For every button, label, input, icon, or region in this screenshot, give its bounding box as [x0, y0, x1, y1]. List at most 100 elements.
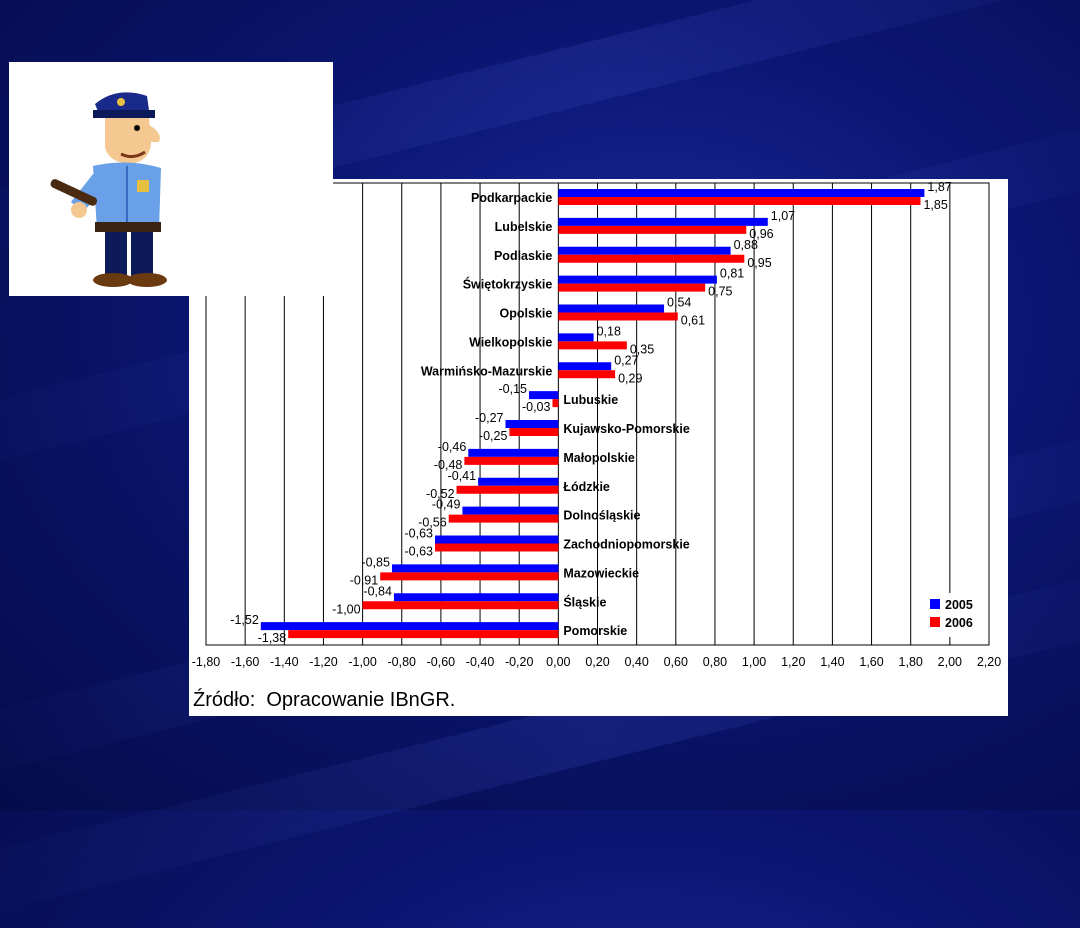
category-label: Lubelskie [495, 220, 553, 234]
bar-2005 [528, 391, 559, 400]
bar-2005 [558, 217, 768, 226]
x-tick-label: 1,60 [859, 655, 883, 669]
data-label: -0,56 [418, 516, 447, 530]
bar-2006 [558, 254, 745, 263]
chart-panel: -1,80 -1,60 -1,40 -1,20 -1,00 -0,80 -0,60 -0,40… [189, 179, 1008, 716]
bar-2006 [288, 630, 559, 639]
bar-2006 [362, 601, 559, 610]
data-label: 0,29 [618, 371, 642, 385]
bar-2006 [558, 283, 706, 292]
data-label: -0,15 [498, 382, 527, 396]
data-label: 0,54 [667, 296, 691, 310]
policeman-clipart [9, 62, 333, 296]
bar-2006 [558, 197, 921, 205]
data-label: -0,03 [522, 400, 551, 414]
bar-2005 [505, 420, 559, 428]
data-label: -0,41 [448, 469, 477, 483]
bar-2006 [558, 225, 747, 234]
data-label: -0,91 [350, 573, 379, 587]
category-label: Mazowieckie [563, 566, 639, 580]
bar-2006 [380, 572, 559, 581]
x-tick-label: 0,40 [624, 655, 648, 669]
category-label: Opolskie [500, 307, 553, 321]
data-label: -0,63 [405, 545, 434, 559]
x-tick-label: 2,20 [977, 655, 1001, 669]
data-label: 1,07 [771, 209, 795, 223]
bar-2005 [462, 506, 559, 515]
bar-2005 [558, 275, 717, 284]
data-label: -0,63 [405, 527, 434, 541]
x-tick-label: -1,40 [270, 655, 299, 669]
x-tick-label: -1,60 [231, 655, 260, 669]
bar-2006 [435, 543, 559, 552]
source-note: Źródło: Opracowanie IBnGR. [193, 689, 456, 711]
data-label: -0,48 [434, 458, 463, 472]
data-label: 0,88 [734, 238, 758, 252]
bar-2005 [558, 333, 594, 342]
category-label: Wielkopolskie [469, 335, 552, 349]
bar-2006 [558, 312, 678, 321]
category-label: Podkarpackie [471, 191, 552, 205]
x-tick-label: 2,00 [938, 655, 962, 669]
bar-2006 [552, 399, 559, 408]
x-tick-label: 0,00 [546, 655, 570, 669]
x-tick-label: 0,60 [664, 655, 688, 669]
bar-2005 [478, 477, 559, 486]
data-label: -1,38 [258, 631, 287, 645]
plot-border [205, 182, 990, 646]
category-label: Małopolskie [563, 451, 635, 465]
data-label: 0,35 [630, 342, 654, 356]
data-label: 0,27 [614, 353, 638, 367]
x-tick-label: -0,20 [505, 655, 534, 669]
data-label: -0,52 [426, 487, 455, 501]
data-label: -0,49 [432, 498, 461, 512]
bar-2006 [456, 485, 559, 494]
legend-swatch-2006 [930, 617, 940, 627]
bar-2005 [393, 593, 559, 602]
data-label: 1,85 [923, 198, 947, 212]
bar-2006 [509, 428, 559, 436]
x-tick-label: 1,20 [781, 655, 805, 669]
data-label: -0,46 [438, 440, 467, 454]
legend-label-2006: 2006 [945, 616, 973, 630]
bar-chart: -1,80 -1,60 -1,40 -1,20 -1,00 -0,80 -0,60 -0,40… [192, 180, 1001, 669]
x-tick-label: 1,40 [820, 655, 844, 669]
bar-2006 [558, 370, 616, 379]
data-label: -0,84 [363, 584, 392, 598]
x-tick-label: -0,60 [427, 655, 456, 669]
x-tick-label: -1,20 [309, 655, 338, 669]
x-tick-label: 0,20 [585, 655, 609, 669]
category-label: Śląskie [563, 594, 606, 609]
bar-2005 [260, 622, 559, 631]
x-tick-label: -0,40 [466, 655, 495, 669]
x-tick-label: -0,80 [388, 655, 417, 669]
category-label: Warmińsko-Mazurskie [421, 364, 553, 378]
category-label: Lubuskie [563, 393, 618, 407]
data-label: 0,75 [708, 285, 732, 299]
data-label: -0,85 [361, 555, 390, 569]
data-label: 0,81 [720, 267, 744, 281]
policeman-icon [50, 92, 167, 287]
x-tick-label: 0,80 [703, 655, 727, 669]
data-label: 0,18 [597, 324, 621, 338]
category-label: Łódzkie [563, 480, 610, 494]
bar-2005 [468, 448, 559, 457]
x-tick-label: -1,80 [192, 655, 221, 669]
bar-2006 [558, 341, 627, 350]
bar-2005 [435, 535, 559, 544]
bar-2005 [391, 564, 559, 573]
category-label: Dolnośląskie [563, 509, 640, 523]
category-label: Zachodniopomorskie [563, 538, 689, 552]
category-label: Świętokrzyskie [463, 277, 553, 292]
data-label: -1,00 [332, 602, 361, 616]
data-label: -1,52 [230, 613, 259, 627]
bar-2005 [558, 189, 925, 197]
bar-2005 [558, 246, 731, 255]
category-label: Kujawsko-Pomorskie [563, 422, 689, 436]
data-label: 0,61 [681, 314, 705, 328]
x-tick-label: -1,00 [348, 655, 377, 669]
bar-2005 [558, 304, 665, 313]
x-tick-label: 1,80 [899, 655, 923, 669]
bar-2006 [448, 514, 559, 523]
data-label: -0,27 [475, 411, 504, 425]
